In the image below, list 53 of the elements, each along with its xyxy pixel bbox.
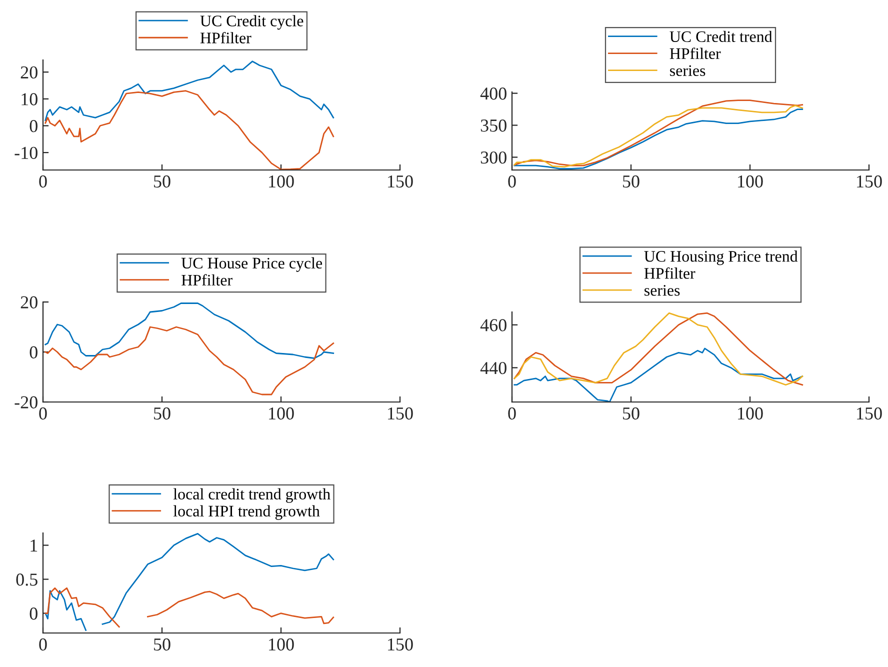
y-tick-label: 0	[30, 346, 38, 358]
line-series	[44, 60, 334, 122]
x-tick-label: 50	[154, 638, 170, 651]
y-tick-label: 350	[480, 120, 506, 132]
y-tick-label: 20	[20, 66, 38, 79]
y-tick-label: -10	[14, 146, 38, 160]
x-tick-label: 0	[39, 407, 47, 420]
legend-label: HPfilter	[182, 274, 232, 286]
x-tick-label: 150	[388, 407, 413, 420]
legend-label: local HPI trend growth	[173, 505, 320, 520]
x-tick-label: 0	[508, 175, 516, 188]
x-tick-label: 0	[39, 175, 47, 188]
legend-label: UC Housing Price trend	[644, 250, 798, 266]
legend-label: series	[670, 65, 706, 76]
legend-label: local credit trend growth	[173, 488, 330, 503]
x-tick-label: 150	[388, 175, 413, 188]
legend-label: HPfilter	[644, 267, 696, 279]
x-tick-label: 50	[154, 175, 170, 188]
y-tick-label: 1	[30, 540, 38, 552]
x-tick-label: 100	[269, 175, 294, 188]
legend-label: HPfilter	[200, 32, 252, 44]
x-tick-label: 150	[857, 175, 882, 188]
x-tick-label: 100	[269, 407, 294, 420]
line-series	[44, 326, 334, 396]
y-tick-label: 0.5	[16, 574, 38, 586]
x-tick-label: 100	[738, 407, 763, 420]
x-tick-label: 150	[388, 638, 413, 651]
y-tick-label: 300	[480, 151, 506, 164]
y-tick-label: 10	[22, 93, 38, 106]
y-tick-label: 0	[30, 120, 38, 132]
y-tick-label: -20	[14, 396, 38, 408]
x-tick-label: 0	[508, 407, 516, 420]
y-tick-label: 440	[480, 362, 506, 374]
x-tick-label: 150	[857, 407, 882, 420]
x-tick-label: 100	[738, 175, 763, 188]
x-tick-label: 50	[623, 175, 640, 188]
y-tick-label: 460	[480, 319, 506, 332]
legend-label: UC Credit cycle	[200, 15, 304, 30]
x-tick-label: 100	[269, 638, 294, 651]
legend-label: UC Credit trend	[670, 30, 772, 42]
x-tick-label: 50	[623, 407, 640, 420]
line-series	[514, 312, 804, 386]
x-tick-label: 0	[39, 638, 47, 651]
legend-label: UC House Price cycle	[181, 257, 322, 272]
legend-label: HPfilter	[670, 48, 721, 60]
y-tick-label: 20	[20, 296, 38, 308]
line-series	[44, 90, 334, 170]
y-tick-label: 0	[30, 608, 38, 620]
x-tick-label: 50	[154, 407, 170, 420]
y-tick-label: 400	[480, 88, 506, 100]
line-series	[514, 348, 804, 402]
line-series	[44, 302, 334, 359]
legend-label: series	[644, 285, 680, 296]
